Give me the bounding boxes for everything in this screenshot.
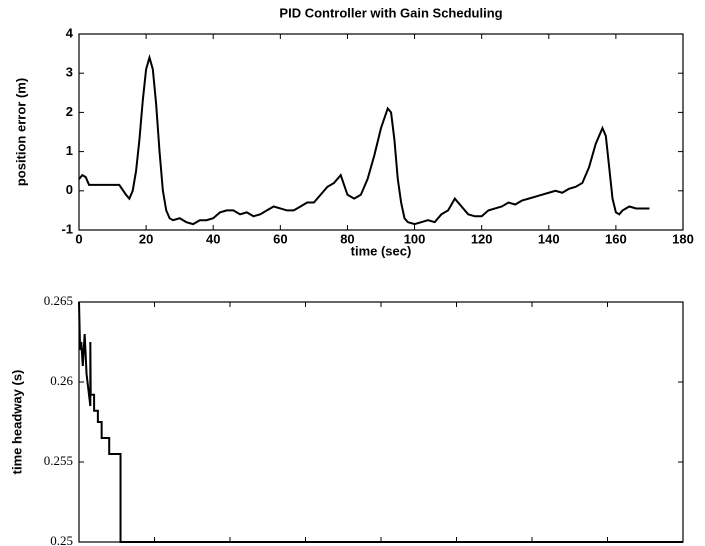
x-tick-label: 60 [273,231,287,246]
y-tick-label: 0.255 [44,453,73,468]
x-tick-label: 20 [139,231,153,246]
x-tick-label: 0 [75,231,82,246]
x-tick-label: 100 [447,543,467,546]
x-tick-label: 160 [673,543,693,546]
x-tick-label: 100 [404,231,426,246]
x-tick-label: 160 [605,231,627,246]
data-line [78,301,683,543]
x-tick-label: 40 [206,231,220,246]
x-tick-label: 140 [598,543,618,546]
x-tick-label: 20 [148,543,161,546]
plot-frame [78,301,684,543]
x-tick-label: 0 [76,543,83,546]
x-tick-label: 80 [340,231,354,246]
y-tick-label: 0.26 [50,373,73,388]
y-axis-label: time headway (s) [9,370,24,475]
y-tick-label: 0.25 [50,533,73,546]
data-line [78,53,650,226]
x-axis-label: time (sec) [351,243,412,258]
y-tick-label: 0.265 [44,293,73,308]
x-tick-label: 180 [672,231,694,246]
y-tick-label: 1 [66,143,73,158]
y-tick-label: 3 [66,65,73,80]
x-tick-label: 120 [471,231,493,246]
x-tick-label: 140 [538,231,560,246]
plot-frame [78,33,684,231]
y-tick-label: 2 [66,104,73,119]
y-tick-label: 0 [66,182,73,197]
x-tick-label: 80 [375,543,388,546]
x-tick-label: 40 [224,543,237,546]
y-axis-label: position error (m) [13,78,28,186]
x-tick-label: 60 [299,543,312,546]
y-tick-label: -1 [61,221,73,236]
chart-title: PID Controller with Gain Scheduling [279,5,502,20]
x-tick-label: 120 [522,543,542,546]
y-tick-label: 4 [66,25,74,40]
